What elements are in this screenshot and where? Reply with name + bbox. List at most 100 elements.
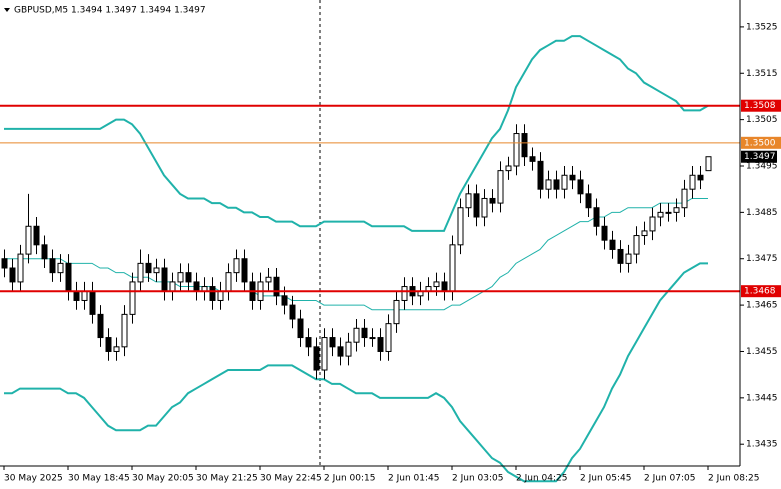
candle-body — [625, 253, 632, 264]
candle-body — [41, 244, 48, 260]
candle-body — [225, 272, 232, 292]
candle-body — [537, 160, 544, 190]
price-level-tag — [741, 285, 781, 298]
candle-body — [89, 290, 96, 315]
candle-body — [601, 225, 608, 241]
candle-body — [113, 346, 120, 352]
candle-body — [241, 258, 248, 283]
candle-body — [121, 313, 128, 348]
candle-body — [641, 230, 648, 237]
candle-body — [465, 193, 472, 209]
candle-body — [705, 156, 712, 172]
symbol-menu-icon[interactable] — [4, 8, 10, 12]
candle-body — [657, 211, 664, 218]
candle-body — [609, 239, 616, 250]
candle-body — [329, 337, 336, 348]
candle-body — [289, 304, 296, 320]
candle-body — [33, 225, 40, 246]
candle-body — [233, 258, 240, 274]
candle-body — [105, 337, 112, 352]
candle-body — [649, 216, 656, 232]
x-tick-label: 2 Jun 07:05 — [644, 474, 695, 484]
candle-body — [361, 327, 368, 339]
candle-body — [273, 276, 280, 297]
candle-body — [513, 133, 520, 167]
candle-body — [49, 258, 56, 274]
x-tick-label: 2 Jun 01:45 — [388, 474, 439, 484]
candle-body — [521, 133, 528, 158]
candle-body — [265, 276, 272, 283]
candle-body — [497, 170, 504, 204]
candle-body — [449, 244, 456, 292]
x-tick-label: 2 Jun 08:25 — [708, 474, 759, 484]
candle-body — [585, 193, 592, 209]
candle-body — [193, 281, 200, 292]
candle-body — [457, 207, 464, 246]
y-tick-label: 1.3505 — [746, 115, 778, 125]
y-tick-label: 1.3435 — [746, 440, 778, 450]
candle-body — [129, 281, 136, 315]
x-tick-label: 30 May 22:45 — [260, 474, 322, 484]
candle-body — [697, 174, 704, 181]
y-tick-label: 1.3515 — [746, 69, 778, 79]
current-price-label: 1.3497 — [744, 152, 776, 162]
candle-body — [665, 211, 672, 214]
current-price-tag — [741, 150, 777, 163]
candle-body — [681, 188, 688, 209]
candle-body — [441, 281, 448, 292]
candle-body — [313, 346, 320, 371]
y-tick-label: 1.3485 — [746, 208, 778, 218]
candle-body — [393, 299, 400, 325]
candle-body — [505, 165, 512, 172]
candle-body — [17, 253, 24, 283]
band-line — [4, 197, 708, 311]
candle-body — [377, 337, 384, 352]
candle-body — [689, 174, 696, 190]
candle-body — [577, 179, 584, 195]
candle-body — [545, 179, 552, 190]
x-tick-label: 2 Jun 05:45 — [580, 474, 631, 484]
candle-body — [401, 286, 408, 301]
candle-body — [169, 281, 176, 292]
candle-body — [1, 258, 8, 269]
candle-body — [321, 337, 328, 371]
candle-body — [209, 286, 216, 301]
band-line — [4, 262, 708, 483]
candle-body — [353, 327, 360, 343]
y-tick-label: 1.3465 — [746, 301, 778, 311]
candle-body — [489, 197, 496, 204]
candle-body — [369, 337, 376, 340]
plot-area — [0, 0, 740, 483]
candle-body — [305, 337, 312, 348]
candle-body — [161, 267, 168, 292]
price-level-tag — [741, 136, 781, 149]
candle-body — [9, 267, 16, 283]
candle-body — [473, 193, 480, 218]
candle-body — [153, 267, 160, 274]
candle-body — [185, 272, 192, 283]
x-tick-label: 30 May 18:45 — [68, 474, 130, 484]
candle-body — [65, 262, 72, 292]
candle-body — [73, 290, 80, 301]
candle-body — [337, 346, 344, 357]
price-level-tag — [741, 99, 781, 112]
candle-body — [593, 207, 600, 227]
candle-body — [673, 207, 680, 213]
price-level-label: 1.3468 — [744, 287, 776, 297]
candle-body — [25, 225, 32, 255]
candle-body — [145, 262, 152, 274]
band-line — [4, 35, 709, 232]
y-tick-label: 1.3495 — [746, 161, 778, 171]
candle-body — [553, 179, 560, 190]
candle-body — [57, 262, 64, 274]
candle-body — [569, 174, 576, 181]
candle-body — [81, 290, 88, 301]
candle-body — [217, 290, 224, 301]
candle-body — [561, 174, 568, 190]
x-tick-label: 2 Jun 04:25 — [516, 474, 567, 484]
x-tick-label: 30 May 21:25 — [196, 474, 258, 484]
candle-body — [529, 156, 536, 162]
x-tick-label: 2 Jun 03:05 — [452, 474, 503, 484]
